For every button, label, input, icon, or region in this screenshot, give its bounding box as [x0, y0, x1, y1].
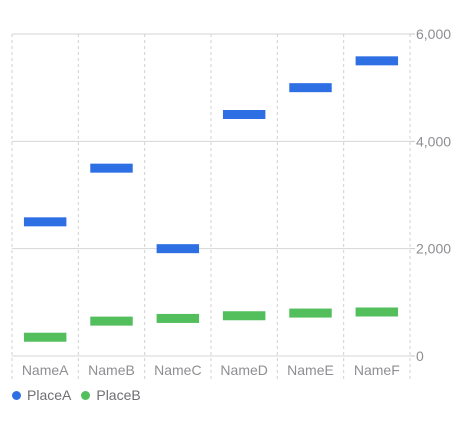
y-tick-label-1: 2,000 — [416, 241, 451, 257]
x-tick-label-namea: NameA — [22, 362, 69, 378]
bar-placea-named — [222, 110, 266, 119]
legend-item-placea: PlaceA — [12, 387, 71, 403]
bar-placeb-namea — [23, 332, 67, 342]
x-tick-label-namef: NameF — [354, 362, 400, 378]
bar-placeb-namec — [156, 313, 200, 323]
x-tick-label-namec: NameC — [154, 362, 201, 378]
bar-placea-namee — [289, 83, 332, 93]
bar-placeb-nameb — [90, 316, 133, 326]
x-tick-label-nameb: NameB — [88, 362, 135, 378]
x-tick-label-namee: NameE — [287, 362, 334, 378]
bar-placeb-namee — [289, 308, 332, 318]
legend-label-placea: PlaceA — [27, 387, 72, 403]
bar-placeb-namef — [355, 307, 399, 317]
bar-placea-namec — [156, 244, 200, 254]
bar-placeb-named — [222, 311, 266, 321]
y-tick-label-3: 6,000 — [416, 26, 451, 42]
range-bar-chart: 0 2,000 4,000 6,000 NameA NameB NameC NameD Name… — [11, 26, 451, 380]
bar-placea-namef — [355, 56, 399, 66]
chart-legend: PlaceA PlaceB — [12, 387, 141, 403]
y-tick-label-2: 4,000 — [416, 133, 451, 149]
legend-item-placeb: PlaceB — [81, 387, 141, 403]
bar-placea-nameb — [90, 163, 133, 173]
x-tick-label-named: NameD — [220, 362, 267, 378]
legend-swatch-placeb — [81, 390, 91, 400]
legend-swatch-placea — [12, 390, 21, 400]
y-tick-label-0: 0 — [416, 348, 424, 364]
bar-placea-namea — [23, 217, 67, 227]
legend-label-placeb: PlaceB — [96, 387, 141, 403]
